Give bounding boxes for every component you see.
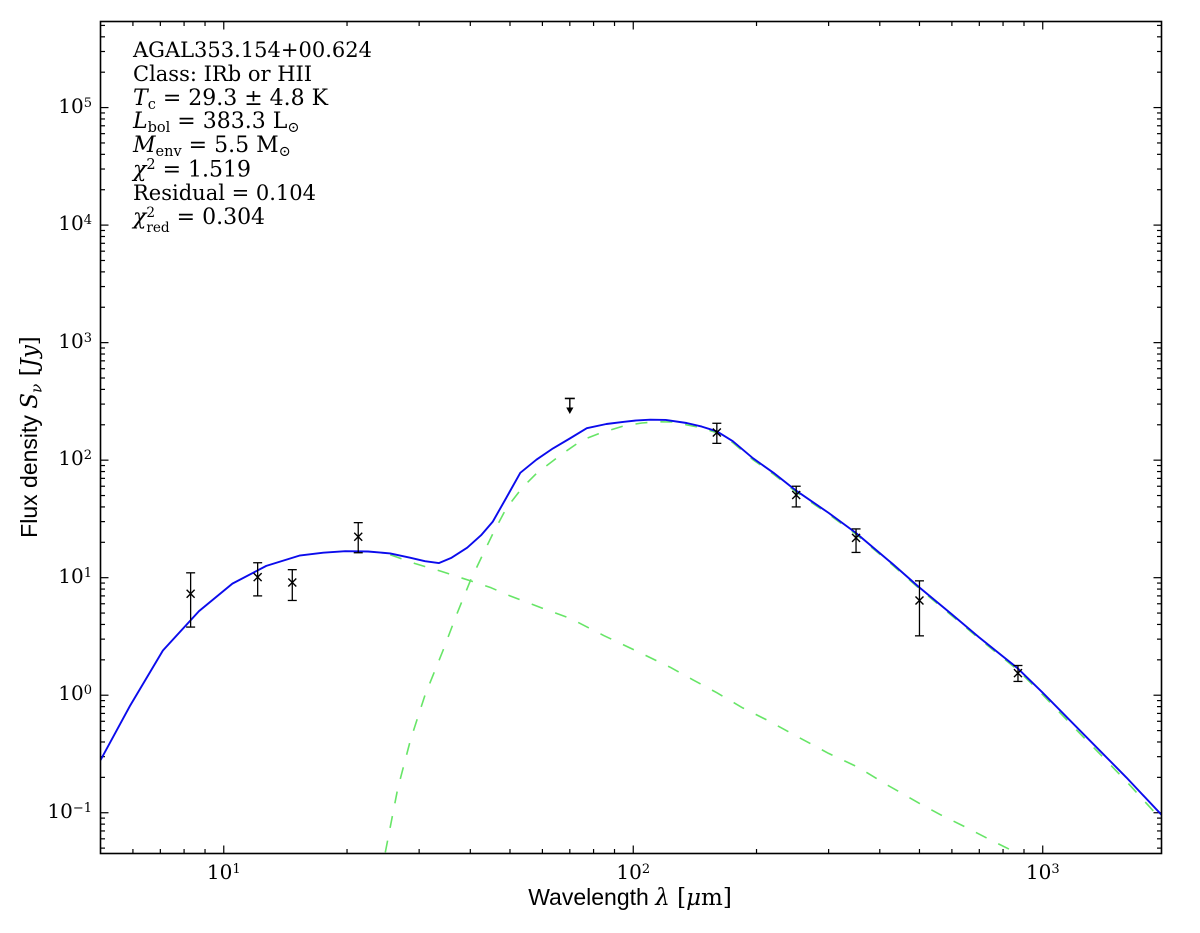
data-point bbox=[253, 562, 263, 597]
y-tick-label: 104 bbox=[58, 211, 92, 236]
label-text: ⊙ bbox=[287, 120, 300, 137]
label-text: Flux density bbox=[16, 408, 42, 538]
x-tick-label: 102 bbox=[616, 860, 651, 884]
label-text: μ bbox=[686, 885, 702, 911]
label-text: M bbox=[133, 133, 156, 159]
stacked-script: 2 red bbox=[146, 205, 170, 237]
label-text: ⊙ bbox=[278, 144, 291, 161]
data-point bbox=[791, 485, 801, 508]
data-point bbox=[287, 569, 297, 602]
label-text: bol bbox=[147, 120, 171, 137]
label-text: Wavelength bbox=[528, 884, 656, 910]
data-points bbox=[186, 397, 1023, 683]
label-text: ν bbox=[27, 383, 46, 393]
annotation-line-5: Menv = 5.5 M⊙ bbox=[133, 133, 372, 161]
label-text: λ bbox=[655, 885, 670, 911]
label-text: χ bbox=[133, 204, 147, 230]
label-text: env bbox=[155, 144, 182, 161]
x-axis-label: Wavelength λ [μm] bbox=[430, 884, 830, 911]
y-tick-label: 102 bbox=[58, 446, 92, 471]
data-point bbox=[353, 521, 363, 554]
label-text: Residual = 0.104 bbox=[133, 180, 317, 205]
annotation-line-1: AGAL353.154+00.624 bbox=[133, 38, 372, 62]
x-tick-label: 103 bbox=[1025, 860, 1060, 884]
data-point bbox=[914, 580, 924, 637]
x-tick-label: 101 bbox=[206, 860, 241, 884]
annotation-line-4: Lbol = 383.3 L⊙ bbox=[133, 109, 372, 137]
data-point bbox=[851, 528, 861, 554]
model-curves bbox=[100, 418, 1162, 854]
label-text: = 29.3 ± 4.8 K bbox=[155, 85, 329, 111]
label-text: = 1.519 bbox=[155, 157, 251, 183]
annotation-line-8: χ 2 red = 0.304 bbox=[133, 204, 372, 236]
annotation-line-6: χ2 = 1.519 bbox=[133, 156, 372, 183]
label-text: T bbox=[133, 85, 148, 111]
label-text: L bbox=[133, 109, 148, 135]
label-text: = 5.5 M bbox=[181, 133, 279, 159]
label-text: = 0.304 bbox=[169, 204, 266, 230]
model-total-curve bbox=[100, 418, 1162, 816]
plot-frame bbox=[99, 20, 1163, 855]
label-text: [ bbox=[669, 885, 687, 911]
cold-component-curve bbox=[384, 421, 1162, 853]
y-tick-label: 101 bbox=[58, 563, 92, 588]
label-text: Class: IRb or HII bbox=[133, 61, 313, 86]
label-text: c bbox=[147, 96, 156, 113]
warm-component-curve bbox=[389, 553, 1017, 854]
annotation-block: AGAL353.154+00.624 Class: IRb or HII Tc = … bbox=[133, 38, 372, 236]
y-axis-label: Flux density Sν [Jy] bbox=[16, 277, 46, 597]
label-text: 2 bbox=[146, 156, 156, 173]
data-point bbox=[712, 422, 722, 445]
label-text: = 383.3 L bbox=[170, 109, 288, 135]
data-point bbox=[186, 572, 196, 628]
annotation-line-3: Tc = 29.3 ± 4.8 K bbox=[133, 85, 372, 113]
annotation-line-2: Class: IRb or HII bbox=[133, 62, 372, 86]
y-tick-label: 105 bbox=[58, 93, 92, 118]
y-tick-label: 103 bbox=[58, 328, 92, 353]
label-text: Jy bbox=[17, 345, 43, 368]
annotation-line-7: Residual = 0.104 bbox=[133, 181, 372, 205]
label-text: m] bbox=[701, 885, 732, 911]
label-text: AGAL353.154+00.624 bbox=[133, 38, 372, 62]
label-text: [ bbox=[17, 367, 43, 384]
upper-limit-marker bbox=[564, 397, 575, 414]
data-point bbox=[1013, 664, 1023, 683]
label-text: S bbox=[17, 392, 43, 409]
y-tick-label: 10−1 bbox=[47, 798, 92, 823]
label-text: ] bbox=[17, 336, 43, 346]
label-text: χ bbox=[133, 157, 147, 183]
y-tick-label: 100 bbox=[58, 681, 92, 706]
